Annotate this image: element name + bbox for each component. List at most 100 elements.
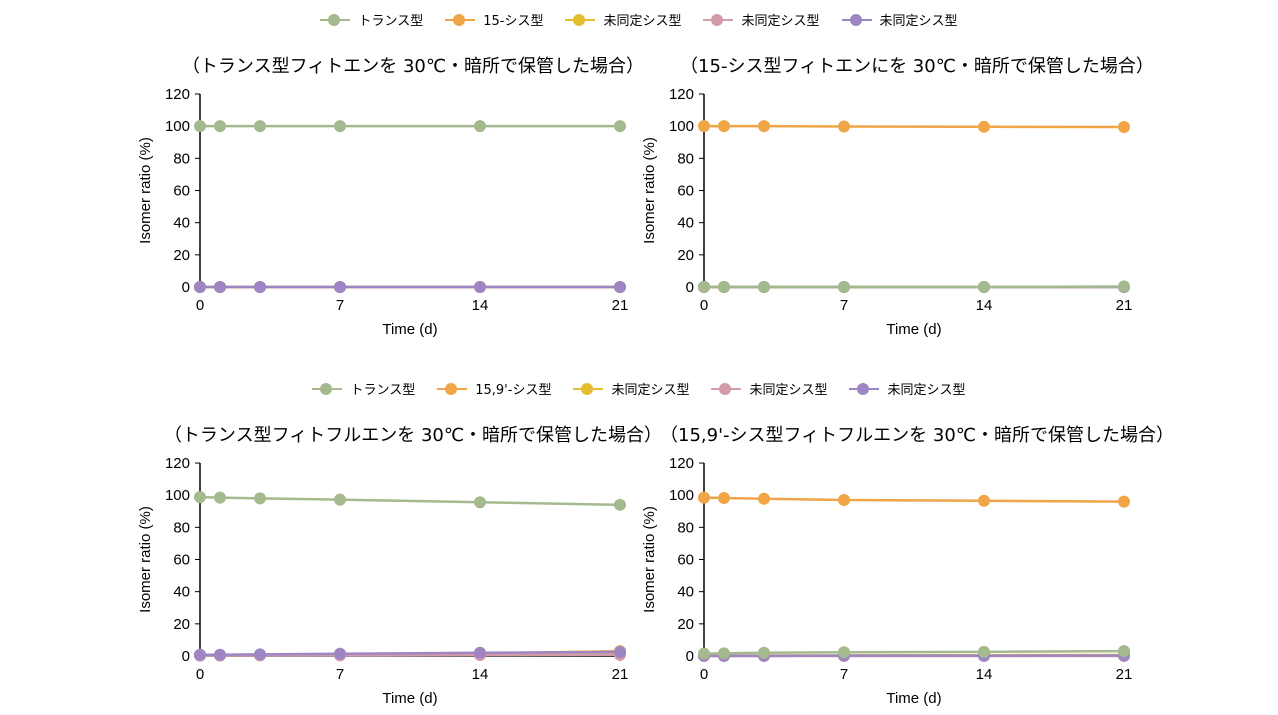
y-tick-label: 120 — [669, 455, 694, 472]
legend-item: 未同定シス型 — [565, 10, 681, 29]
chart-title: （15,9'-シス型フィトフルエンを 30℃・暗所で保管した場合） — [660, 425, 1174, 446]
x-tick-label: 21 — [612, 297, 629, 314]
y-tick-label: 0 — [686, 279, 694, 296]
legend-label: トランス型 — [350, 383, 416, 398]
x-tick-label: 21 — [612, 666, 629, 683]
data-point — [254, 492, 266, 505]
legend-label: 未同定シス型 — [887, 383, 966, 398]
legend-label: トランス型 — [358, 14, 424, 29]
data-point — [614, 645, 626, 658]
legend-label: 未同定シス型 — [611, 383, 690, 398]
data-point — [214, 281, 226, 293]
data-point — [1118, 280, 1130, 293]
y-tick-label: 20 — [677, 247, 694, 264]
series — [698, 280, 1130, 293]
legend-label: 未同定シス型 — [603, 14, 682, 29]
x-tick-label: 14 — [472, 666, 489, 683]
data-point — [614, 281, 626, 293]
data-point — [334, 120, 346, 133]
x-axis-label: Time (d) — [886, 690, 941, 707]
data-point — [474, 281, 486, 293]
y-tick-label: 40 — [173, 215, 190, 232]
legend-marker-icon — [849, 382, 880, 395]
legend-item: 未同定シス型 — [841, 10, 958, 29]
line-chart-trans-phytoene: 0 20 40 60 80 100 120 0 7 14 21 Time (d) Isomer rati… — [137, 86, 629, 338]
y-tick-label: 120 — [165, 455, 190, 472]
x-tick-label: 0 — [700, 297, 708, 314]
y-tick-label: 120 — [165, 86, 190, 103]
series — [194, 281, 626, 293]
data-point — [838, 493, 850, 506]
data-point — [254, 648, 266, 661]
data-point — [194, 491, 206, 504]
y-tick-label: 40 — [173, 584, 190, 601]
legend-marker-icon — [703, 13, 734, 26]
data-point — [698, 120, 710, 133]
data-point — [758, 646, 770, 659]
legend-item: 未同定シス型 — [711, 379, 827, 398]
data-point — [474, 496, 486, 509]
x-tick-label: 14 — [976, 666, 993, 683]
legend-label: 未同定シス型 — [749, 383, 828, 398]
x-tick-label: 7 — [336, 666, 344, 683]
legend-label: 15-シス型 — [483, 14, 544, 29]
data-point — [194, 120, 206, 133]
legend-item: トランス型 — [312, 379, 415, 398]
legend-item: トランス型 — [320, 10, 423, 29]
legend-label: 未同定シス型 — [879, 14, 958, 29]
data-point — [698, 281, 710, 293]
y-tick-label: 0 — [182, 648, 190, 665]
x-axis-label: Time (d) — [382, 321, 437, 338]
x-tick-label: 14 — [976, 297, 993, 314]
data-point — [474, 120, 486, 133]
y-tick-label: 60 — [173, 552, 190, 569]
y-tick-label: 100 — [669, 118, 694, 135]
x-tick-label: 7 — [840, 297, 848, 314]
data-point — [334, 281, 346, 293]
x-tick-label: 14 — [472, 297, 489, 314]
data-point — [838, 120, 850, 133]
y-tick-label: 80 — [677, 519, 694, 536]
legend-label: 15,9'-シス型 — [475, 383, 552, 398]
data-point — [214, 648, 226, 661]
y-tick-label: 80 — [677, 150, 694, 167]
legend-marker-icon — [711, 382, 742, 395]
data-point — [838, 646, 850, 659]
y-tick-label: 60 — [677, 183, 694, 200]
legend-item: 未同定シス型 — [573, 379, 689, 398]
data-point — [758, 281, 770, 293]
x-tick-label: 7 — [840, 666, 848, 683]
x-tick-label: 0 — [196, 297, 204, 314]
data-point — [1118, 645, 1130, 658]
data-point — [214, 491, 226, 504]
x-tick-label: 21 — [1116, 297, 1133, 314]
y-tick-label: 40 — [677, 215, 694, 232]
data-point — [334, 647, 346, 660]
y-tick-label: 60 — [173, 183, 190, 200]
chart-title: （トランス型フィトフルエンを 30℃・暗所で保管した場合） — [163, 425, 663, 446]
data-point — [718, 281, 730, 293]
legend-marker-icon — [573, 382, 604, 395]
legend-item: 15,9'-シス型 — [437, 379, 551, 398]
data-point — [718, 647, 730, 660]
legend-item: 15-シス型 — [445, 10, 543, 29]
legend-marker-icon — [312, 382, 343, 395]
data-point — [194, 281, 206, 293]
chart-title: （15-シス型フィトエンにを 30℃・暗所で保管した場合） — [680, 56, 1154, 77]
data-point — [758, 492, 770, 505]
data-point — [254, 120, 266, 133]
data-point — [1118, 495, 1130, 508]
x-axis-label: Time (d) — [382, 690, 437, 707]
data-point — [978, 494, 990, 507]
legend-item: 未同定シス型 — [849, 379, 966, 398]
y-tick-label: 20 — [173, 247, 190, 264]
x-tick-label: 21 — [1116, 666, 1133, 683]
line-chart-159cis-phytofluene: 0 20 40 60 80 100 120 0 7 14 21 Time (d) Isomer rati… — [641, 455, 1133, 707]
legend-marker-icon — [320, 13, 351, 26]
y-axis-label: Isomer ratio (%) — [137, 137, 154, 244]
y-tick-label: 100 — [165, 487, 190, 504]
data-point — [334, 493, 346, 506]
series — [698, 645, 1130, 660]
data-point — [978, 120, 990, 133]
